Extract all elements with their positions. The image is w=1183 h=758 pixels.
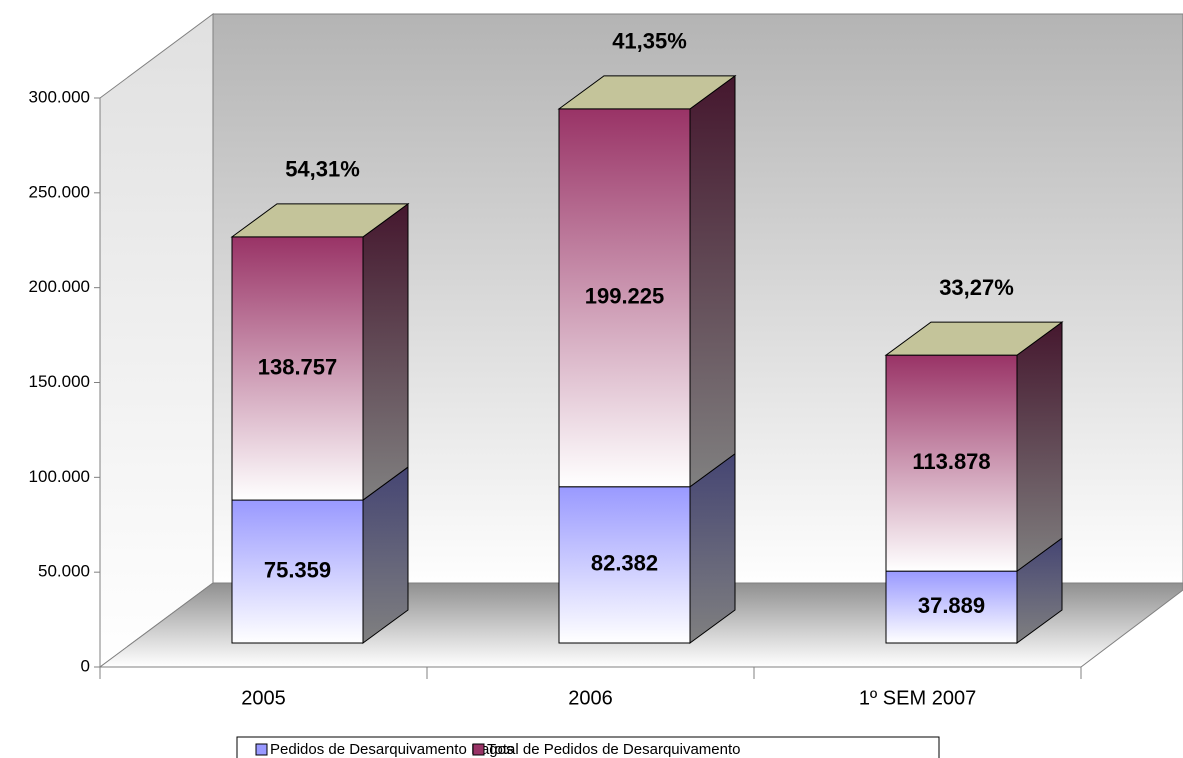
y-tick-label: 200.000 (29, 277, 90, 296)
bar-side (689, 74, 736, 488)
legend-label: Total de Pedidos de Desarquivamento (487, 741, 741, 758)
x-tick-label: 2005 (241, 687, 286, 709)
annotation: 54,31% (285, 157, 360, 182)
side-wall (99, 13, 214, 668)
y-tick-label: 50.000 (38, 562, 90, 581)
y-tick-label: 300.000 (29, 87, 90, 106)
legend-label: Pedidos de Desarquivamento Pagos (270, 741, 514, 758)
value-label: 199.225 (585, 284, 665, 309)
value-label: 75.359 (264, 557, 331, 582)
bar (558, 108, 691, 488)
y-tick-label: 100.000 (29, 467, 90, 486)
y-tick-label: 150.000 (29, 372, 90, 391)
y-tick-label: 250.000 (29, 182, 90, 201)
x-tick-label: 2006 (568, 687, 613, 709)
bar-side (1016, 321, 1063, 573)
y-tick-label: 0 (81, 656, 90, 675)
plot: 75.359 138.757 54,31% 82.382 199.225 41,35% 37… (230, 29, 1064, 644)
value-label: 37.889 (918, 593, 985, 618)
value-label: 82.382 (591, 551, 658, 576)
x-tick-label: 1º SEM 2007 (859, 687, 976, 709)
bar (231, 236, 364, 501)
bar-top (557, 75, 737, 110)
bar (885, 570, 1018, 644)
bar-side (362, 202, 409, 502)
legend-swatch (255, 743, 268, 756)
bar-top (230, 203, 410, 238)
value-label: 138.757 (258, 354, 338, 379)
annotation: 41,35% (612, 29, 687, 54)
value-label: 113.878 (912, 449, 990, 474)
bar-top (884, 321, 1064, 356)
annotation: 33,27% (939, 275, 1014, 300)
bar (231, 499, 364, 644)
legend-swatch (472, 743, 485, 756)
legend (236, 736, 940, 758)
